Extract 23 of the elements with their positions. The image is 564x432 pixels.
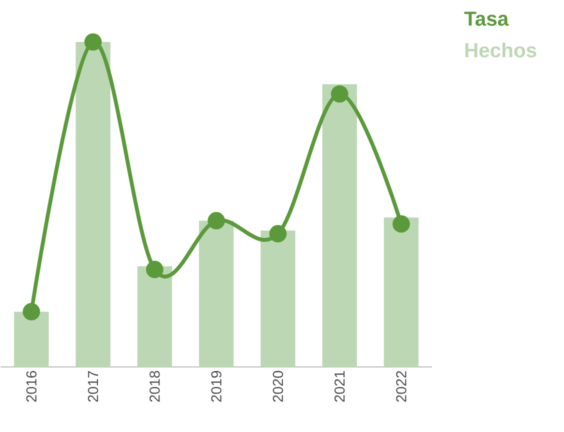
text: Tasa	[464, 12, 509, 26]
bar	[322, 84, 357, 367]
point	[208, 212, 225, 230]
text: Hechos	[465, 42, 536, 58]
x-tick-label: 2019	[211, 370, 222, 402]
x-tick-label: 2018	[150, 370, 160, 402]
x-tick-label: 2022	[396, 370, 406, 402]
bar	[198, 220, 234, 367]
bar	[137, 266, 172, 367]
bar	[76, 42, 110, 367]
point	[146, 260, 164, 278]
point	[84, 33, 102, 50]
bar	[260, 230, 296, 367]
x-tick-label: 2016	[26, 370, 37, 402]
x-tick-label: 2017	[88, 370, 98, 402]
point	[269, 224, 287, 242]
bar	[384, 217, 419, 367]
point	[392, 215, 410, 232]
x-tick-label: 2020	[272, 370, 284, 402]
point	[330, 85, 348, 102]
point	[22, 302, 40, 320]
x-tick-label: 2021	[334, 370, 345, 402]
bar	[14, 311, 49, 367]
